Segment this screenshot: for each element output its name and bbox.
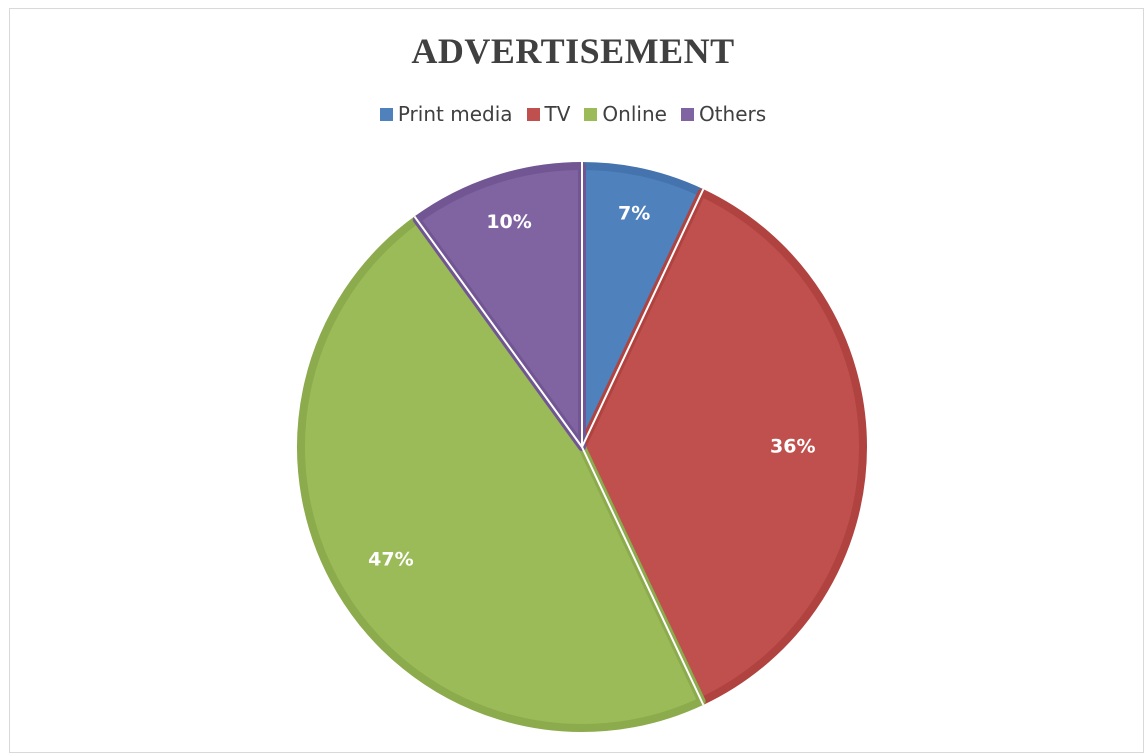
- legend-item-online: Online: [584, 102, 667, 126]
- pie-separator: [581, 188, 705, 448]
- legend-item-others: Others: [680, 102, 767, 126]
- legend-label-tv: TV: [544, 102, 571, 126]
- chart-title: ADVERTISEMENT: [411, 31, 735, 71]
- pie-separator: [581, 446, 705, 706]
- legend-swatch-tv: [526, 107, 540, 121]
- legend-item-tv: TV: [526, 102, 571, 126]
- legend-label-print-media: Print media: [397, 102, 513, 126]
- legend-label-online: Online: [602, 102, 667, 126]
- data-label-others: 10%: [486, 211, 531, 233]
- data-label-tv: 36%: [770, 436, 815, 458]
- pie-slice-others: [412, 162, 586, 451]
- pie-slice-tv: [578, 188, 867, 706]
- chart-legend: Print media TV Online Others: [0, 102, 1146, 126]
- legend-swatch-print-media: [379, 107, 393, 121]
- legend-item-print-media: Print media: [379, 102, 513, 126]
- data-label-print-media: 7%: [618, 202, 650, 224]
- pie-slice-online: [297, 215, 706, 732]
- pie-separator: [413, 215, 583, 448]
- legend-label-others: Others: [698, 102, 767, 126]
- legend-swatch-online: [584, 107, 598, 121]
- legend-swatch-others: [680, 107, 694, 121]
- data-label-online: 47%: [368, 549, 413, 571]
